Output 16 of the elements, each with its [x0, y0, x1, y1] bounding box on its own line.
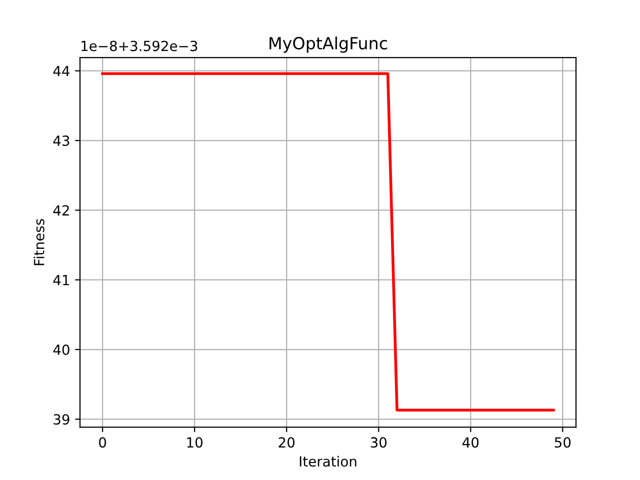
- y-tick-label: 39: [54, 414, 70, 425]
- y-tick-label: 41: [53, 275, 69, 286]
- x-tick-label: 30: [370, 437, 387, 448]
- y-tick-label: 42: [53, 205, 69, 216]
- x-tick-label: 10: [187, 437, 202, 448]
- y-tick-label: 44: [53, 66, 70, 76]
- x-tick-label: 50: [554, 437, 571, 448]
- chart-title: MyOptAlgFunc: [270, 36, 387, 53]
- x-tick-label: 20: [278, 437, 295, 448]
- text: 1e−8+3.592e−3: [82, 40, 198, 52]
- x-axis-title: Iteration: [300, 456, 356, 467]
- x-tick-label: 0: [99, 437, 106, 448]
- x-tick-label: 40: [462, 437, 479, 448]
- y-axis-title: Fitness: [34, 219, 44, 266]
- y-tick-label: 43: [53, 135, 70, 146]
- y-tick-label: 40: [53, 344, 70, 355]
